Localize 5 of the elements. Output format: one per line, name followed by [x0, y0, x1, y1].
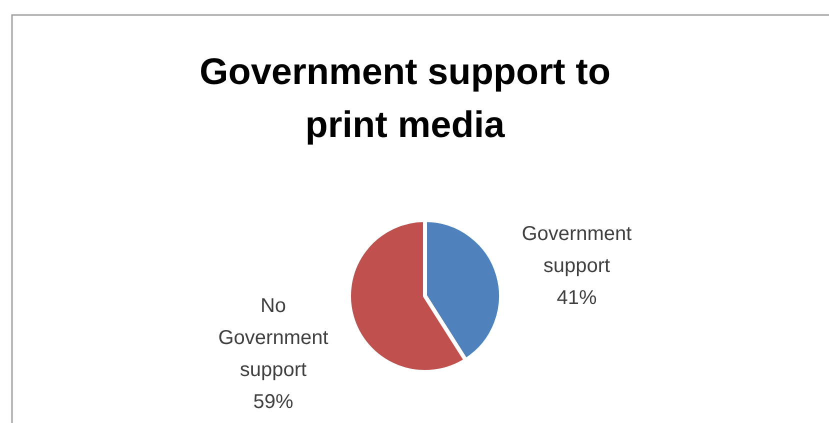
slice-label: No Government support	[218, 295, 329, 382]
slice-label: Government support	[522, 222, 632, 277]
data-label: 59%	[253, 391, 294, 414]
chart-title: Government support to print media	[199, 51, 611, 145]
data-label: 41%	[556, 286, 597, 309]
